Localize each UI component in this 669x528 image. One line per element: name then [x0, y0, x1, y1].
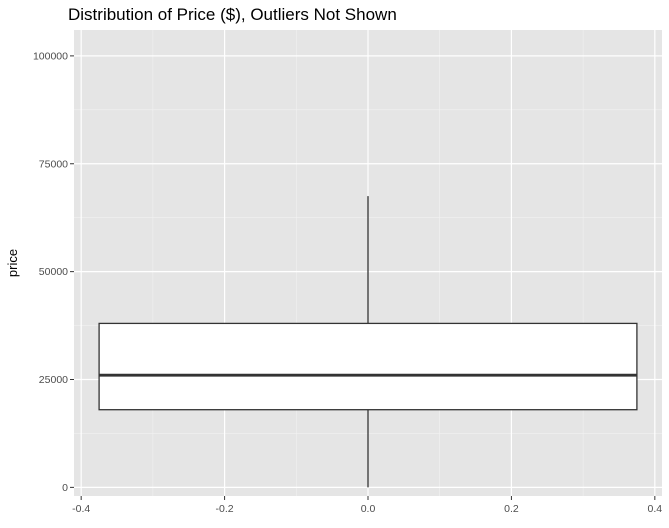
- x-tick-label: 0.2: [504, 503, 519, 515]
- y-tick-label: 0: [62, 482, 68, 494]
- x-tick-label: -0.4: [72, 503, 90, 515]
- y-tick-label: 100000: [33, 50, 68, 62]
- y-axis-title: price: [5, 249, 20, 277]
- y-tick-label: 75000: [39, 158, 68, 170]
- y-tick-label: 25000: [39, 374, 68, 386]
- x-tick-label: 0.0: [361, 503, 376, 515]
- x-axis: -0.4 -0.2 0.0 0.2 0.4: [72, 496, 662, 515]
- y-tick-label: 50000: [39, 266, 68, 278]
- box-layer: [98, 196, 638, 488]
- iqr-box: [98, 322, 638, 411]
- chart-title: Distribution of Price ($), Outliers Not …: [68, 5, 397, 24]
- x-tick-label: -0.2: [216, 503, 234, 515]
- x-tick-label: 0.4: [648, 503, 663, 515]
- y-axis: 0 25000 50000 75000 100000: [33, 50, 74, 494]
